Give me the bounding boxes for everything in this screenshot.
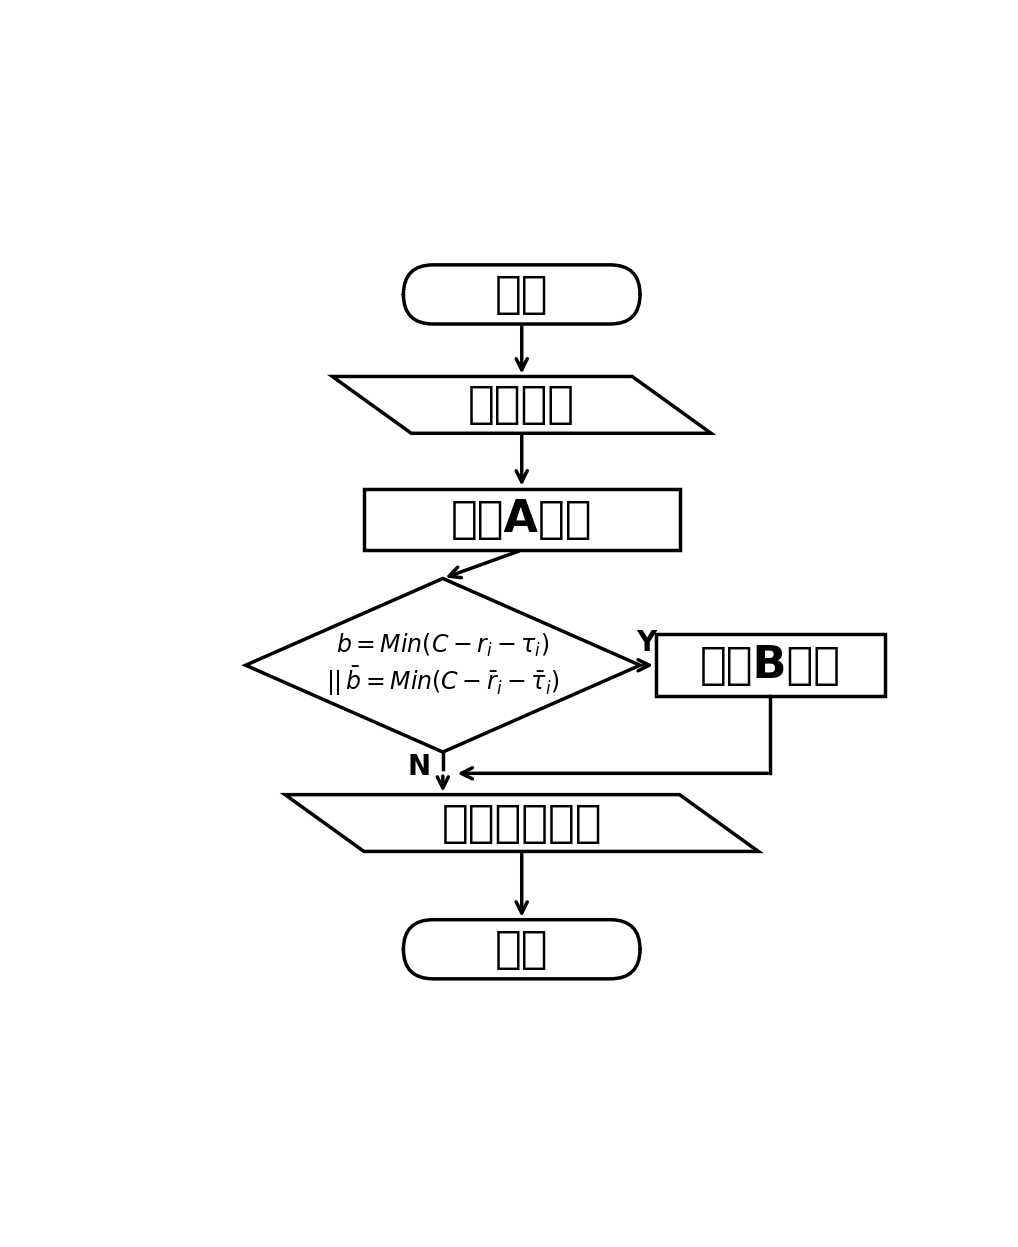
Text: Y: Y (636, 630, 657, 657)
Text: 开始: 开始 (495, 273, 549, 315)
Text: $b = Min(C - r_i - \tau_i)$
$||\,\bar{b} = Min(C - \bar{r}_i - \bar{\tau}_i)$: $b = Min(C - r_i - \tau_i)$ $||\,\bar{b}… (326, 632, 560, 698)
Text: 输出计算结果: 输出计算结果 (442, 802, 602, 844)
Bar (364, 489, 680, 550)
Polygon shape (285, 794, 758, 852)
FancyBboxPatch shape (403, 920, 640, 979)
Polygon shape (245, 579, 640, 752)
FancyBboxPatch shape (403, 264, 640, 324)
Polygon shape (332, 377, 711, 433)
Text: 模型A求解: 模型A求解 (451, 498, 592, 541)
Text: N: N (408, 753, 431, 781)
Text: 输入数据: 输入数据 (468, 383, 575, 426)
Text: 模型B求解: 模型B求解 (699, 643, 841, 687)
Bar (656, 635, 885, 696)
Text: 结束: 结束 (495, 928, 549, 970)
